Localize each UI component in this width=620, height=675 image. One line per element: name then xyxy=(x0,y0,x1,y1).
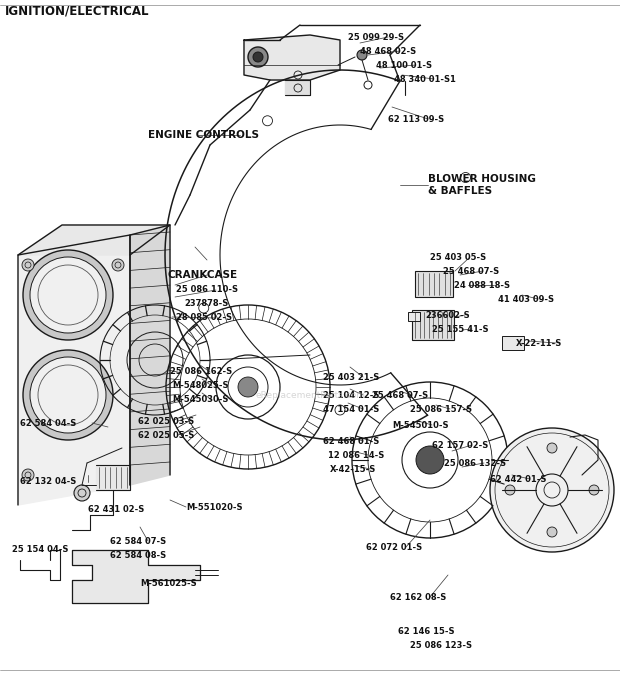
Text: 236602-S: 236602-S xyxy=(425,310,469,319)
Circle shape xyxy=(547,527,557,537)
Text: 12 086 14-S: 12 086 14-S xyxy=(328,450,384,460)
Circle shape xyxy=(23,350,113,440)
Text: 62 025 03-S: 62 025 03-S xyxy=(138,416,194,425)
Text: X-42-15-S: X-42-15-S xyxy=(330,464,376,473)
Text: 25 104 12-S: 25 104 12-S xyxy=(323,391,379,400)
Text: eReplacementParts.com: eReplacementParts.com xyxy=(255,391,365,400)
Bar xyxy=(502,336,524,350)
Text: 25 403 21-S: 25 403 21-S xyxy=(323,373,379,381)
Circle shape xyxy=(22,469,34,481)
Text: 24 088 18-S: 24 088 18-S xyxy=(454,281,510,290)
Circle shape xyxy=(248,47,268,67)
Circle shape xyxy=(112,469,124,481)
Text: 41 403 09-S: 41 403 09-S xyxy=(498,294,554,304)
Text: X-22-11-S: X-22-11-S xyxy=(516,338,562,348)
Circle shape xyxy=(238,377,258,397)
Circle shape xyxy=(253,52,263,62)
Text: ENGINE CONTROLS: ENGINE CONTROLS xyxy=(148,130,259,140)
Text: 62 146 15-S: 62 146 15-S xyxy=(398,626,454,635)
Text: 25 099 29-S: 25 099 29-S xyxy=(348,32,404,41)
Polygon shape xyxy=(18,235,130,505)
Text: M-545030-S: M-545030-S xyxy=(172,396,228,404)
Circle shape xyxy=(30,357,106,433)
Circle shape xyxy=(30,257,106,333)
Text: 62 584 08-S: 62 584 08-S xyxy=(110,551,166,560)
Circle shape xyxy=(22,259,34,271)
Text: 25 086 162-S: 25 086 162-S xyxy=(170,367,232,377)
Text: 62 157 02-S: 62 157 02-S xyxy=(432,441,489,450)
Circle shape xyxy=(112,259,124,271)
Bar xyxy=(412,310,454,340)
Text: M-548025-S: M-548025-S xyxy=(172,381,229,391)
Text: CRANKCASE: CRANKCASE xyxy=(167,270,237,280)
Polygon shape xyxy=(285,80,310,95)
Text: 48 468 02-S: 48 468 02-S xyxy=(360,47,416,55)
Text: 237878-S: 237878-S xyxy=(184,300,228,308)
Text: 25 403 05-S: 25 403 05-S xyxy=(430,252,486,261)
Text: IGNITION/ELECTRICAL: IGNITION/ELECTRICAL xyxy=(5,5,149,18)
Text: 48 100 01-S: 48 100 01-S xyxy=(376,61,432,70)
Text: 25 086 123-S: 25 086 123-S xyxy=(410,641,472,649)
Circle shape xyxy=(490,428,614,552)
Text: 25 154 04-S: 25 154 04-S xyxy=(12,545,68,554)
Text: 48 340 01-S1: 48 340 01-S1 xyxy=(394,74,456,84)
Text: 62 442 01-S: 62 442 01-S xyxy=(490,475,546,483)
Text: 62 132 04-S: 62 132 04-S xyxy=(20,477,76,487)
Text: 62 113 09-S: 62 113 09-S xyxy=(388,115,444,124)
Text: 25 468 07-S: 25 468 07-S xyxy=(372,391,428,400)
Text: 62 468 01-S: 62 468 01-S xyxy=(323,437,379,446)
Circle shape xyxy=(74,485,90,501)
Text: 28 085 02-S: 28 085 02-S xyxy=(176,313,232,323)
Circle shape xyxy=(505,485,515,495)
Text: BLOWER HOUSING
& BAFFLES: BLOWER HOUSING & BAFFLES xyxy=(428,174,536,196)
Text: 25 086 157-S: 25 086 157-S xyxy=(410,404,472,414)
Text: 62 584 07-S: 62 584 07-S xyxy=(110,537,166,545)
Circle shape xyxy=(589,485,599,495)
Circle shape xyxy=(416,446,444,474)
Text: 62 162 08-S: 62 162 08-S xyxy=(390,593,446,601)
Text: 25 086 110-S: 25 086 110-S xyxy=(176,286,238,294)
Polygon shape xyxy=(18,225,170,255)
Bar xyxy=(415,271,453,297)
Text: M-551020-S: M-551020-S xyxy=(186,502,242,512)
Circle shape xyxy=(547,443,557,453)
Text: 25 086 132-S: 25 086 132-S xyxy=(444,458,506,468)
Text: 62 072 01-S: 62 072 01-S xyxy=(366,543,422,551)
Polygon shape xyxy=(96,465,130,490)
Text: M-545010-S: M-545010-S xyxy=(392,421,448,429)
Circle shape xyxy=(357,50,367,60)
Bar xyxy=(408,312,420,321)
Text: M-561025-S: M-561025-S xyxy=(140,578,197,587)
Polygon shape xyxy=(130,225,170,485)
Text: 47 154 01-S: 47 154 01-S xyxy=(323,404,379,414)
Text: 62 431 02-S: 62 431 02-S xyxy=(88,504,144,514)
Text: 62 584 04-S: 62 584 04-S xyxy=(20,418,76,427)
Text: 25 468 07-S: 25 468 07-S xyxy=(443,267,499,275)
Polygon shape xyxy=(244,35,340,80)
Text: 62 025 05-S: 62 025 05-S xyxy=(138,431,194,439)
Circle shape xyxy=(23,250,113,340)
Text: 25 155 41-S: 25 155 41-S xyxy=(432,325,489,333)
Polygon shape xyxy=(72,550,200,603)
